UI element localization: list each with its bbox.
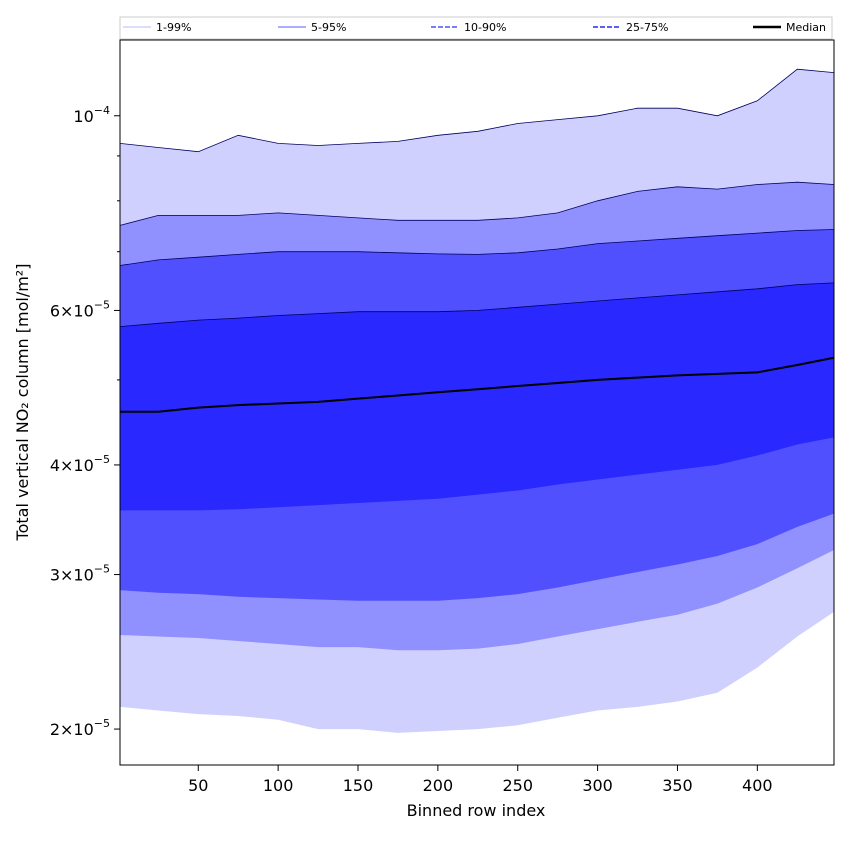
x-tick-label: 50 <box>188 776 208 795</box>
legend-label-5: Median <box>786 21 826 34</box>
median-line <box>120 356 834 413</box>
band-upper-edge-5-95pct <box>120 181 834 226</box>
legend: 1-99% 5-95% 10-90% 25-75% Median <box>119 16 833 40</box>
percentile-bands <box>120 68 834 733</box>
y-tick-label: 3×10−5 <box>50 563 110 585</box>
x-tick-label: 400 <box>742 776 773 795</box>
y-axis-ticks: 2×10−5 3×10−5 4×10−5 6×10−5 10−4 <box>50 104 120 739</box>
x-tick-label: 200 <box>423 776 454 795</box>
y-tick-label: 2×10−5 <box>50 717 110 739</box>
x-tick-label: 350 <box>662 776 693 795</box>
legend-label-2: 5-95% <box>311 21 346 34</box>
band-upper-edge-10-90pct <box>120 229 834 266</box>
band-25-75pct <box>120 282 834 511</box>
x-tick-label: 300 <box>582 776 613 795</box>
x-tick-label: 150 <box>343 776 374 795</box>
band-upper-edge-1-99pct <box>120 68 834 153</box>
band-upper-edge-25-75pct <box>120 282 834 327</box>
plot-frame <box>119 39 835 766</box>
y-tick-label: 4×10−5 <box>50 453 110 475</box>
legend-label-3: 10-90% <box>464 21 506 34</box>
median-series <box>120 356 834 413</box>
x-tick-label: 250 <box>502 776 533 795</box>
x-axis-ticks: 50 100 150 200 250 300 350 400 <box>188 765 773 795</box>
y-tick-label: 10−4 <box>73 104 110 126</box>
legend-label-4: 25-75% <box>626 21 668 34</box>
legend-box <box>119 16 833 40</box>
x-axis-label: Binned row index <box>407 801 546 820</box>
y-axis-label: Total vertical NO₂ column [mol/m²] <box>13 264 32 542</box>
legend-label-1: 1-99% <box>156 21 191 34</box>
x-tick-label: 100 <box>263 776 294 795</box>
y-tick-label: 6×10−5 <box>50 298 110 320</box>
